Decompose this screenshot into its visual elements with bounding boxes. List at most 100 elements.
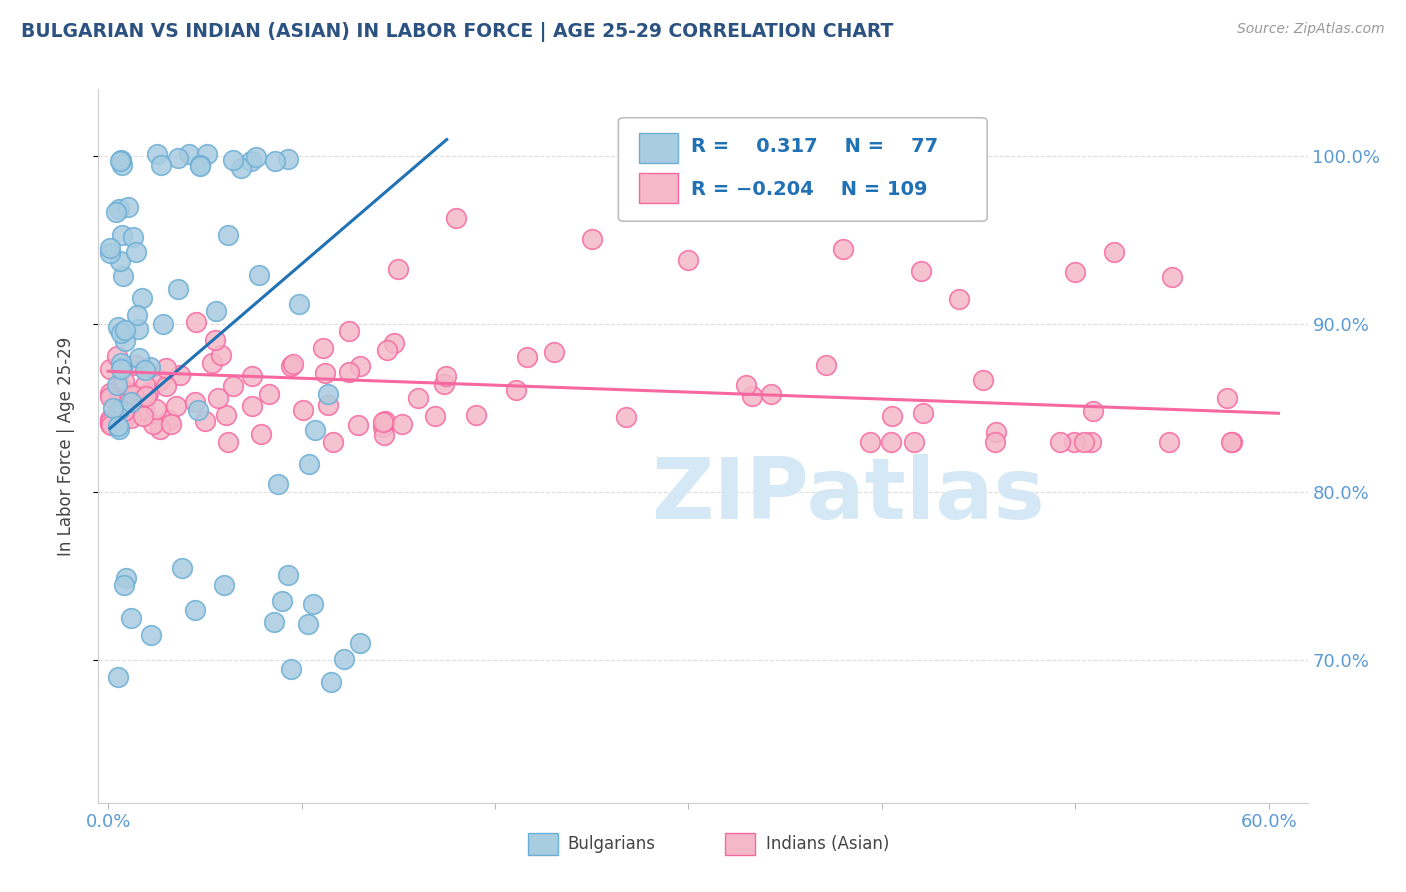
Point: [373, 428, 395, 442]
Point: [98, 246, 121, 260]
Point: [98, 390, 121, 404]
FancyBboxPatch shape: [724, 833, 755, 855]
Point: [333, 651, 356, 665]
Point: [204, 304, 226, 318]
Point: [98, 362, 121, 376]
Point: [184, 315, 207, 329]
Point: [505, 383, 527, 397]
Point: [177, 147, 200, 161]
Point: [155, 360, 177, 375]
Point: [165, 399, 187, 413]
Point: [120, 394, 142, 409]
Point: [110, 254, 132, 268]
Point: [112, 412, 135, 426]
Point: [264, 153, 287, 168]
Point: [1049, 434, 1071, 449]
Point: [120, 611, 142, 625]
Point: [375, 343, 398, 358]
Text: ZIPatlas: ZIPatlas: [651, 454, 1045, 538]
Point: [217, 227, 239, 242]
Point: [139, 628, 162, 642]
Point: [114, 334, 136, 348]
Point: [131, 291, 153, 305]
FancyBboxPatch shape: [638, 133, 678, 162]
Point: [259, 387, 281, 401]
Point: [146, 147, 169, 161]
Point: [903, 434, 925, 449]
Point: [436, 369, 458, 384]
Point: [516, 350, 538, 364]
Point: [406, 391, 429, 405]
Point: [984, 425, 1007, 439]
Point: [110, 379, 132, 393]
Point: [371, 415, 394, 429]
Point: [128, 351, 150, 366]
Point: [741, 389, 763, 403]
Point: [124, 358, 146, 372]
Point: [139, 359, 162, 374]
Point: [110, 153, 132, 167]
Point: [217, 434, 239, 449]
Point: [188, 159, 211, 173]
Point: [134, 378, 156, 392]
Point: [280, 662, 302, 676]
Point: [247, 268, 270, 282]
Point: [1073, 434, 1095, 449]
Point: [107, 670, 129, 684]
Point: [277, 568, 299, 582]
Point: [263, 615, 285, 629]
Point: [312, 342, 335, 356]
Point: [142, 417, 165, 432]
Point: [188, 158, 211, 172]
Point: [814, 358, 837, 372]
Point: [207, 392, 229, 406]
Point: [972, 372, 994, 386]
Point: [112, 374, 135, 388]
Point: [1081, 404, 1104, 418]
Point: [1216, 391, 1239, 405]
Point: [1080, 434, 1102, 449]
Point: [111, 158, 134, 172]
Point: [446, 211, 468, 226]
Point: [1161, 270, 1184, 285]
Point: [120, 411, 142, 425]
Text: BULGARIAN VS INDIAN (ASIAN) IN LABOR FORCE | AGE 25-29 CORRELATION CHART: BULGARIAN VS INDIAN (ASIAN) IN LABOR FOR…: [21, 22, 893, 42]
Point: [112, 268, 135, 283]
Point: [984, 434, 1007, 449]
Text: Source: ZipAtlas.com: Source: ZipAtlas.com: [1237, 22, 1385, 37]
Point: [127, 322, 149, 336]
Point: [433, 377, 456, 392]
Point: [391, 417, 413, 431]
Point: [107, 419, 129, 434]
FancyBboxPatch shape: [619, 118, 987, 221]
Point: [321, 674, 343, 689]
Point: [382, 336, 405, 351]
Point: [170, 560, 193, 574]
Point: [280, 359, 302, 374]
Point: [318, 387, 340, 401]
Point: [204, 333, 226, 347]
Point: [337, 365, 360, 379]
Point: [240, 368, 263, 383]
Point: [112, 403, 135, 417]
Point: [387, 261, 409, 276]
Point: [222, 379, 245, 393]
Point: [110, 356, 132, 370]
Point: [267, 477, 290, 491]
Point: [157, 413, 180, 427]
Point: [105, 349, 128, 363]
Point: [125, 245, 148, 260]
Point: [114, 323, 136, 337]
Point: [150, 158, 173, 172]
Point: [910, 263, 932, 277]
Point: [132, 403, 155, 417]
Point: [761, 387, 783, 401]
Point: [122, 230, 145, 244]
Point: [948, 292, 970, 306]
Point: [880, 434, 903, 449]
Point: [911, 406, 934, 420]
Point: [271, 594, 294, 608]
Point: [149, 422, 172, 436]
Point: [1064, 265, 1087, 279]
Point: [1157, 434, 1180, 449]
